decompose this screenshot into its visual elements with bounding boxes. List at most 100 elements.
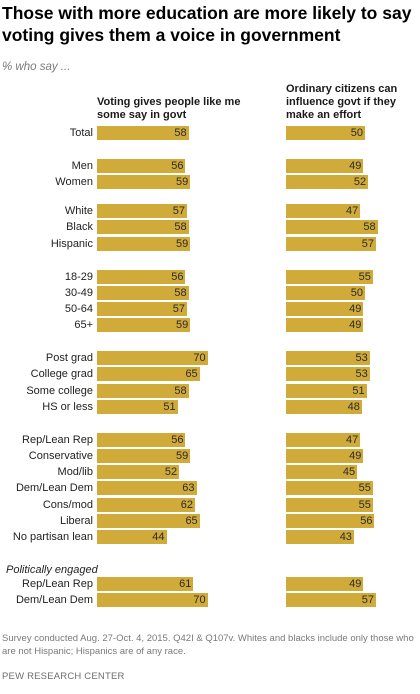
bar-series2-liberal-19 [286,514,375,528]
column-header-citizens-influence: Ordinary citizens can influence govt if … [286,83,398,121]
bar-value-series1-rep-lean-rep-21: 61 [179,578,192,590]
column-header-voting-say: Voting gives people like me some say in … [97,96,241,121]
bar-value-series1-cons-mod-18: 62 [180,499,193,511]
bar-value-series1-liberal-19: 65 [185,515,198,527]
bar-value-series1-no-partisan-lean-20: 44 [152,531,165,543]
bar-series2-dem-lean-dem-17 [286,481,373,495]
bar-value-series2-50-64-8: 49 [349,303,362,315]
bar-series2-rep-lean-rep-21 [286,577,364,591]
row-label-liberal-19: Liberal [59,515,93,527]
bar-value-series2-hs-or-less-13: 48 [347,401,360,413]
bar-value-series2-18-29-6: 55 [358,271,371,283]
bar-value-series1-18-29-6: 56 [171,271,184,283]
bar-series1-men-1 [97,159,186,173]
bar-series1-liberal-19 [97,514,200,528]
row-label-50-64-8: 50-64 [64,303,93,315]
bar-series1-mod-lib-16 [97,465,180,479]
bar-series2-rep-lean-rep-14 [286,433,361,447]
bar-value-series2-college-grad-11: 53 [355,368,368,380]
row-label-hs-or-less-13: HS or less [42,401,93,413]
bar-series1-rep-lean-rep-14 [97,433,186,447]
bar-series1-dem-lean-dem-22 [97,593,208,607]
bar-value-series2-30-49-7: 50 [350,287,363,299]
row-label-post-grad-10: Post grad [45,352,93,364]
bar-series1-65-9 [97,318,191,332]
bar-series2-college-grad-11 [286,367,370,381]
bar-value-series2-black-4: 58 [363,221,376,233]
bar-value-series1-50-64-8: 57 [172,303,186,315]
bar-value-series1-65-9: 59 [175,319,189,331]
bar-value-series2-dem-lean-dem-22: 57 [361,594,375,606]
bar-value-series1-mod-lib-16: 52 [164,466,178,478]
bar-value-series2-dem-lean-dem-17: 55 [358,482,371,494]
row-label-white-3: White [64,205,93,217]
chart-subtitle: % who say ... [2,61,71,73]
bar-series1-post-grad-10 [97,351,208,365]
bar-value-series2-total-0: 50 [350,127,363,139]
row-label-conservative-15: Conservative [28,450,93,462]
bar-series2-no-partisan-lean-20 [286,530,354,544]
bar-series1-no-partisan-lean-20 [97,530,167,544]
row-label-dem-lean-dem-17: Dem/Lean Dem [15,482,93,494]
bar-series2-30-49-7 [286,286,365,300]
bar-series1-dem-lean-dem-17 [97,481,197,495]
bar-series1-rep-lean-rep-21 [97,577,194,591]
bar-value-series2-cons-mod-18: 55 [358,499,371,511]
row-label-rep-lean-rep-21: Rep/Lean Rep [22,578,93,590]
bar-series2-white-3 [286,204,361,218]
bar-value-series1-hs-or-less-13: 51 [163,401,176,413]
bar-series1-hispanic-5 [97,237,191,251]
bar-series2-dem-lean-dem-22 [286,593,377,607]
chart-title: Those with more education are more likel… [2,3,412,45]
bar-value-series2-men-1: 49 [349,160,362,172]
bar-value-series1-post-grad-10: 70 [193,352,206,364]
bar-series1-cons-mod-18 [97,498,195,512]
bar-series1-18-29-6 [97,270,186,284]
row-label-black-4: Black [66,221,93,233]
bar-value-series1-college-grad-11: 65 [185,368,198,380]
row-label-no-partisan-lean-20: No partisan lean [12,531,93,543]
bar-series2-18-29-6 [286,270,373,284]
row-label-dem-lean-dem-22: Dem/Lean Dem [15,594,93,606]
bar-series2-mod-lib-16 [286,465,358,479]
bar-series1-30-49-7 [97,286,189,300]
row-label-cons-mod-18: Cons/mod [42,499,93,511]
bar-series2-black-4 [286,220,378,234]
bar-value-series1-some-college-12: 58 [174,385,187,397]
bar-value-series2-rep-lean-rep-14: 47 [346,434,359,446]
bar-value-series1-women-2: 59 [175,176,189,188]
bar-value-series2-conservative-15: 49 [349,450,362,462]
bar-value-series2-mod-lib-16: 45 [342,466,356,478]
row-label-college-grad-11: College grad [30,368,93,380]
bar-value-series1-conservative-15: 59 [175,450,189,462]
bar-value-series1-men-1: 56 [171,160,184,172]
bar-series1-some-college-12 [97,384,189,398]
bar-series2-50-64-8 [286,302,364,316]
bar-series2-cons-mod-18 [286,498,373,512]
bar-series2-hs-or-less-13 [286,400,362,414]
bar-value-series1-white-3: 57 [172,205,186,217]
row-label-some-college-12: Some college [26,385,93,397]
bar-series2-hispanic-5 [286,237,377,251]
bar-value-series2-rep-lean-rep-21: 49 [349,578,362,590]
bar-value-series2-some-college-12: 51 [352,385,365,397]
section-label-politically-engaged: Politically engaged [6,564,98,576]
footnote: Survey conducted Aug. 27-Oct. 4, 2015. Q… [2,633,414,657]
bar-series2-men-1 [286,159,364,173]
row-label-women-2: Women [55,176,93,188]
bar-series2-some-college-12 [286,384,367,398]
bar-series2-total-0 [286,126,365,140]
bar-series1-college-grad-11 [97,367,200,381]
bar-value-series2-65-9: 49 [349,319,362,331]
row-label-mod-lib-16: Mod/lib [57,466,93,478]
row-label-30-49-7: 30-49 [64,287,93,299]
bar-value-series1-total-0: 58 [174,127,187,139]
bar-series1-women-2 [97,175,191,189]
row-label-hispanic-5: Hispanic [50,238,93,250]
bar-series1-black-4 [97,220,189,234]
bar-series2-65-9 [286,318,364,332]
bar-series2-women-2 [286,175,369,189]
bar-value-series2-no-partisan-lean-20: 43 [339,531,352,543]
bar-value-series1-dem-lean-dem-22: 70 [193,594,206,606]
